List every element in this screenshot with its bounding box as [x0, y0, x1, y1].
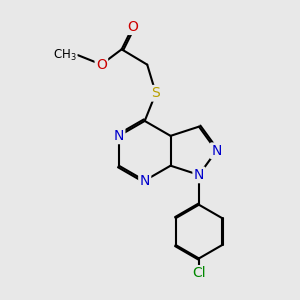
Text: N: N [194, 168, 204, 182]
Text: $\mathregular{CH_3}$: $\mathregular{CH_3}$ [52, 48, 76, 63]
Text: N: N [114, 129, 124, 143]
Text: O: O [96, 58, 107, 71]
Text: S: S [152, 86, 160, 100]
Text: N: N [140, 174, 150, 188]
Text: Cl: Cl [192, 266, 206, 280]
Text: N: N [211, 144, 222, 158]
Text: O: O [128, 20, 138, 34]
